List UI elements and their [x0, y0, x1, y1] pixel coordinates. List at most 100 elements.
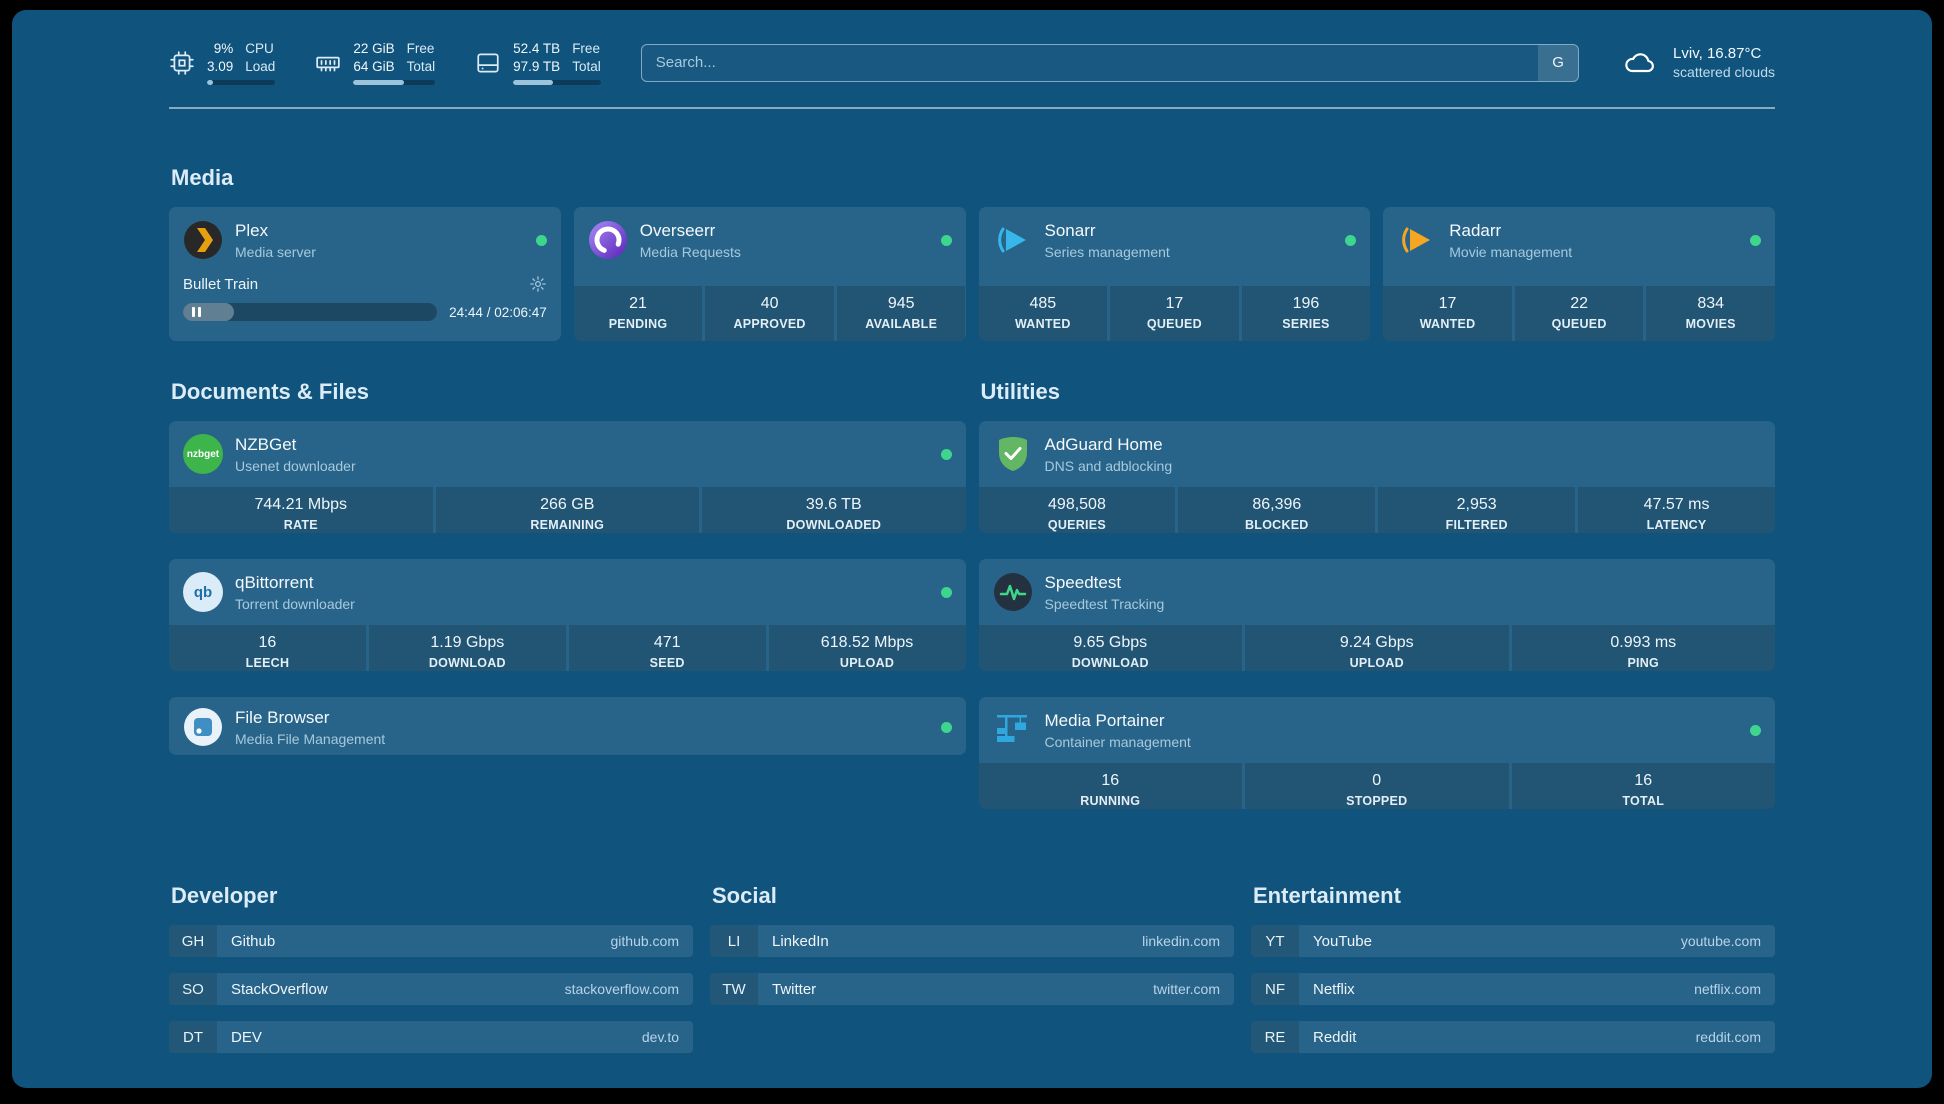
bookmark-stackoverflow[interactable]: SO StackOverflow stackoverflow.com [169, 973, 693, 1006]
cpu-widget: 9% 3.09 CPU Load [169, 40, 276, 86]
stat: 9.65 Gbps DOWNLOAD [978, 625, 1242, 672]
stat: 498,508 QUERIES [978, 487, 1176, 534]
status-badge [940, 234, 952, 246]
disk-progress-bar [513, 80, 601, 86]
bookmark-abbr: YT [1251, 925, 1299, 958]
service-name: File Browser [235, 707, 330, 727]
weather-location: Lviv, 16.87°C [1673, 45, 1762, 63]
stat: 744.21 Mbps RATE [169, 487, 433, 534]
service-description: Usenet downloader [235, 457, 356, 474]
cpu-progress-bar [207, 80, 276, 86]
status-badge [1345, 234, 1357, 246]
stat: 16 RUNNING [978, 763, 1242, 810]
social-section-title: Social [712, 883, 777, 909]
bookmark-abbr: NF [1251, 973, 1299, 1006]
status-badge [535, 234, 547, 246]
bookmark-url: reddit.com [1695, 1029, 1761, 1046]
bookmark-youtube[interactable]: YT YouTube youtube.com [1251, 925, 1775, 958]
bookmark-linkedin[interactable]: LI LinkedIn linkedin.com [710, 925, 1234, 958]
bookmark-twitter[interactable]: TW Twitter twitter.com [710, 973, 1234, 1006]
service-card-overseerr[interactable]: Overseerr Media Requests 21 PENDING 40 APP… [573, 207, 966, 342]
topbar-divider [169, 107, 1775, 110]
search-container: G [640, 43, 1580, 82]
portainer-icon [993, 710, 1033, 750]
bookmark-dev[interactable]: DT DEV dev.to [169, 1021, 693, 1054]
stat: 1.19 Gbps DOWNLOAD [368, 625, 566, 672]
disk-icon [475, 50, 501, 76]
service-description: Torrent downloader [235, 595, 355, 612]
bookmark-url: github.com [610, 933, 679, 950]
overseerr-icon [588, 220, 628, 260]
bookmark-name: Reddit [1313, 1028, 1357, 1046]
cpu-icon [169, 50, 195, 76]
service-name: Plex [235, 220, 269, 240]
stat: 86,396 BLOCKED [1178, 487, 1376, 534]
service-card-qbittorrent[interactable]: qb qBittorrent Torrent downloader 16 LEEC… [169, 559, 966, 672]
bookmark-name: DEV [231, 1028, 262, 1046]
bookmark-url: twitter.com [1153, 981, 1220, 998]
documents-section-title: Documents & Files [171, 379, 370, 405]
weather-condition: scattered clouds [1673, 64, 1775, 81]
service-description: Movie management [1449, 243, 1573, 260]
bookmark-abbr: RE [1251, 1021, 1299, 1054]
bookmark-group-entertainment: Entertainment YT YouTube youtube.com NF … [1251, 883, 1775, 1069]
disk-total-value: 97.9 TB [513, 58, 561, 74]
search-provider-button[interactable]: G [1538, 44, 1579, 81]
service-card-radarr[interactable]: Radarr Movie management 17 WANTED 22 QUEUE… [1383, 207, 1775, 342]
service-name: Media Portainer [1044, 710, 1165, 730]
disk-total-label: Total [572, 58, 601, 74]
disk-free-label: Free [572, 41, 600, 56]
gear-icon[interactable] [529, 275, 547, 293]
service-card-adguard[interactable]: AdGuard Home DNS and adblocking 498,508 Q… [978, 421, 1775, 534]
bookmark-url: stackoverflow.com [564, 981, 679, 998]
service-name: AdGuard Home [1044, 434, 1163, 454]
plex-icon [183, 220, 223, 260]
service-name: Radarr [1449, 220, 1502, 240]
bookmark-url: dev.to [641, 1029, 679, 1046]
dashboard-page: 9% 3.09 CPU Load [12, 10, 1932, 1088]
service-card-plex[interactable]: Plex Media server Bullet Train [169, 207, 561, 342]
section-media: Media Plex Media server [169, 165, 1775, 342]
bookmark-name: StackOverflow [231, 980, 328, 998]
bookmark-name: LinkedIn [772, 932, 829, 950]
bookmark-abbr: DT [169, 1021, 217, 1054]
service-card-speedtest[interactable]: Speedtest Speedtest Tracking 9.65 Gbps DO… [978, 559, 1775, 672]
playback-progress-bar[interactable] [183, 303, 438, 322]
bookmark-abbr: SO [169, 973, 217, 1006]
bookmark-reddit[interactable]: RE Reddit reddit.com [1251, 1021, 1775, 1054]
bookmark-netflix[interactable]: NF Netflix netflix.com [1251, 973, 1775, 1006]
stat: 21 PENDING [573, 286, 703, 342]
service-card-filebrowser[interactable]: File Browser Media File Management [169, 697, 966, 756]
stat: 0 STOPPED [1245, 763, 1509, 810]
service-card-sonarr[interactable]: Sonarr Series management 485 WANTED 17 QUE… [978, 207, 1371, 342]
memory-widget: 22 GiB 64 GiB Free Total [315, 40, 436, 86]
qbittorrent-icon: qb [183, 572, 223, 613]
service-card-portainer[interactable]: Media Portainer Container management 16 R… [978, 697, 1775, 810]
developer-section-title: Developer [171, 883, 278, 909]
nzbget-icon: nzbget [183, 434, 223, 475]
memory-free-value: 22 GiB [353, 41, 395, 56]
service-description: Media File Management [235, 730, 386, 747]
stat: 47.57 ms LATENCY [1578, 487, 1775, 534]
bookmark-name: Netflix [1313, 980, 1355, 998]
cpu-usage-label: CPU [245, 41, 274, 56]
service-name: Sonarr [1044, 220, 1096, 240]
service-name: qBittorrent [235, 572, 314, 592]
pause-icon[interactable] [192, 307, 201, 318]
search-input[interactable] [640, 43, 1580, 82]
stat: 485 WANTED [978, 286, 1108, 342]
service-name: NZBGet [235, 434, 297, 454]
bookmark-github[interactable]: GH Github github.com [169, 925, 693, 958]
adguard-icon [993, 434, 1033, 474]
service-description: Media server [235, 243, 316, 260]
service-name: Speedtest [1044, 572, 1122, 592]
playback-time: 24:44 / 02:06:47 [449, 304, 547, 320]
media-section-title: Media [171, 165, 234, 191]
memory-icon [315, 50, 341, 76]
service-card-nzbget[interactable]: nzbget NZBGet Usenet downloader 744.21 M… [169, 421, 966, 534]
stat: 196 SERIES [1241, 286, 1371, 342]
bookmark-abbr: LI [710, 925, 758, 958]
cpu-usage-value: 9% [213, 41, 234, 56]
bookmark-abbr: TW [710, 973, 758, 1006]
bookmark-url: youtube.com [1680, 933, 1761, 950]
